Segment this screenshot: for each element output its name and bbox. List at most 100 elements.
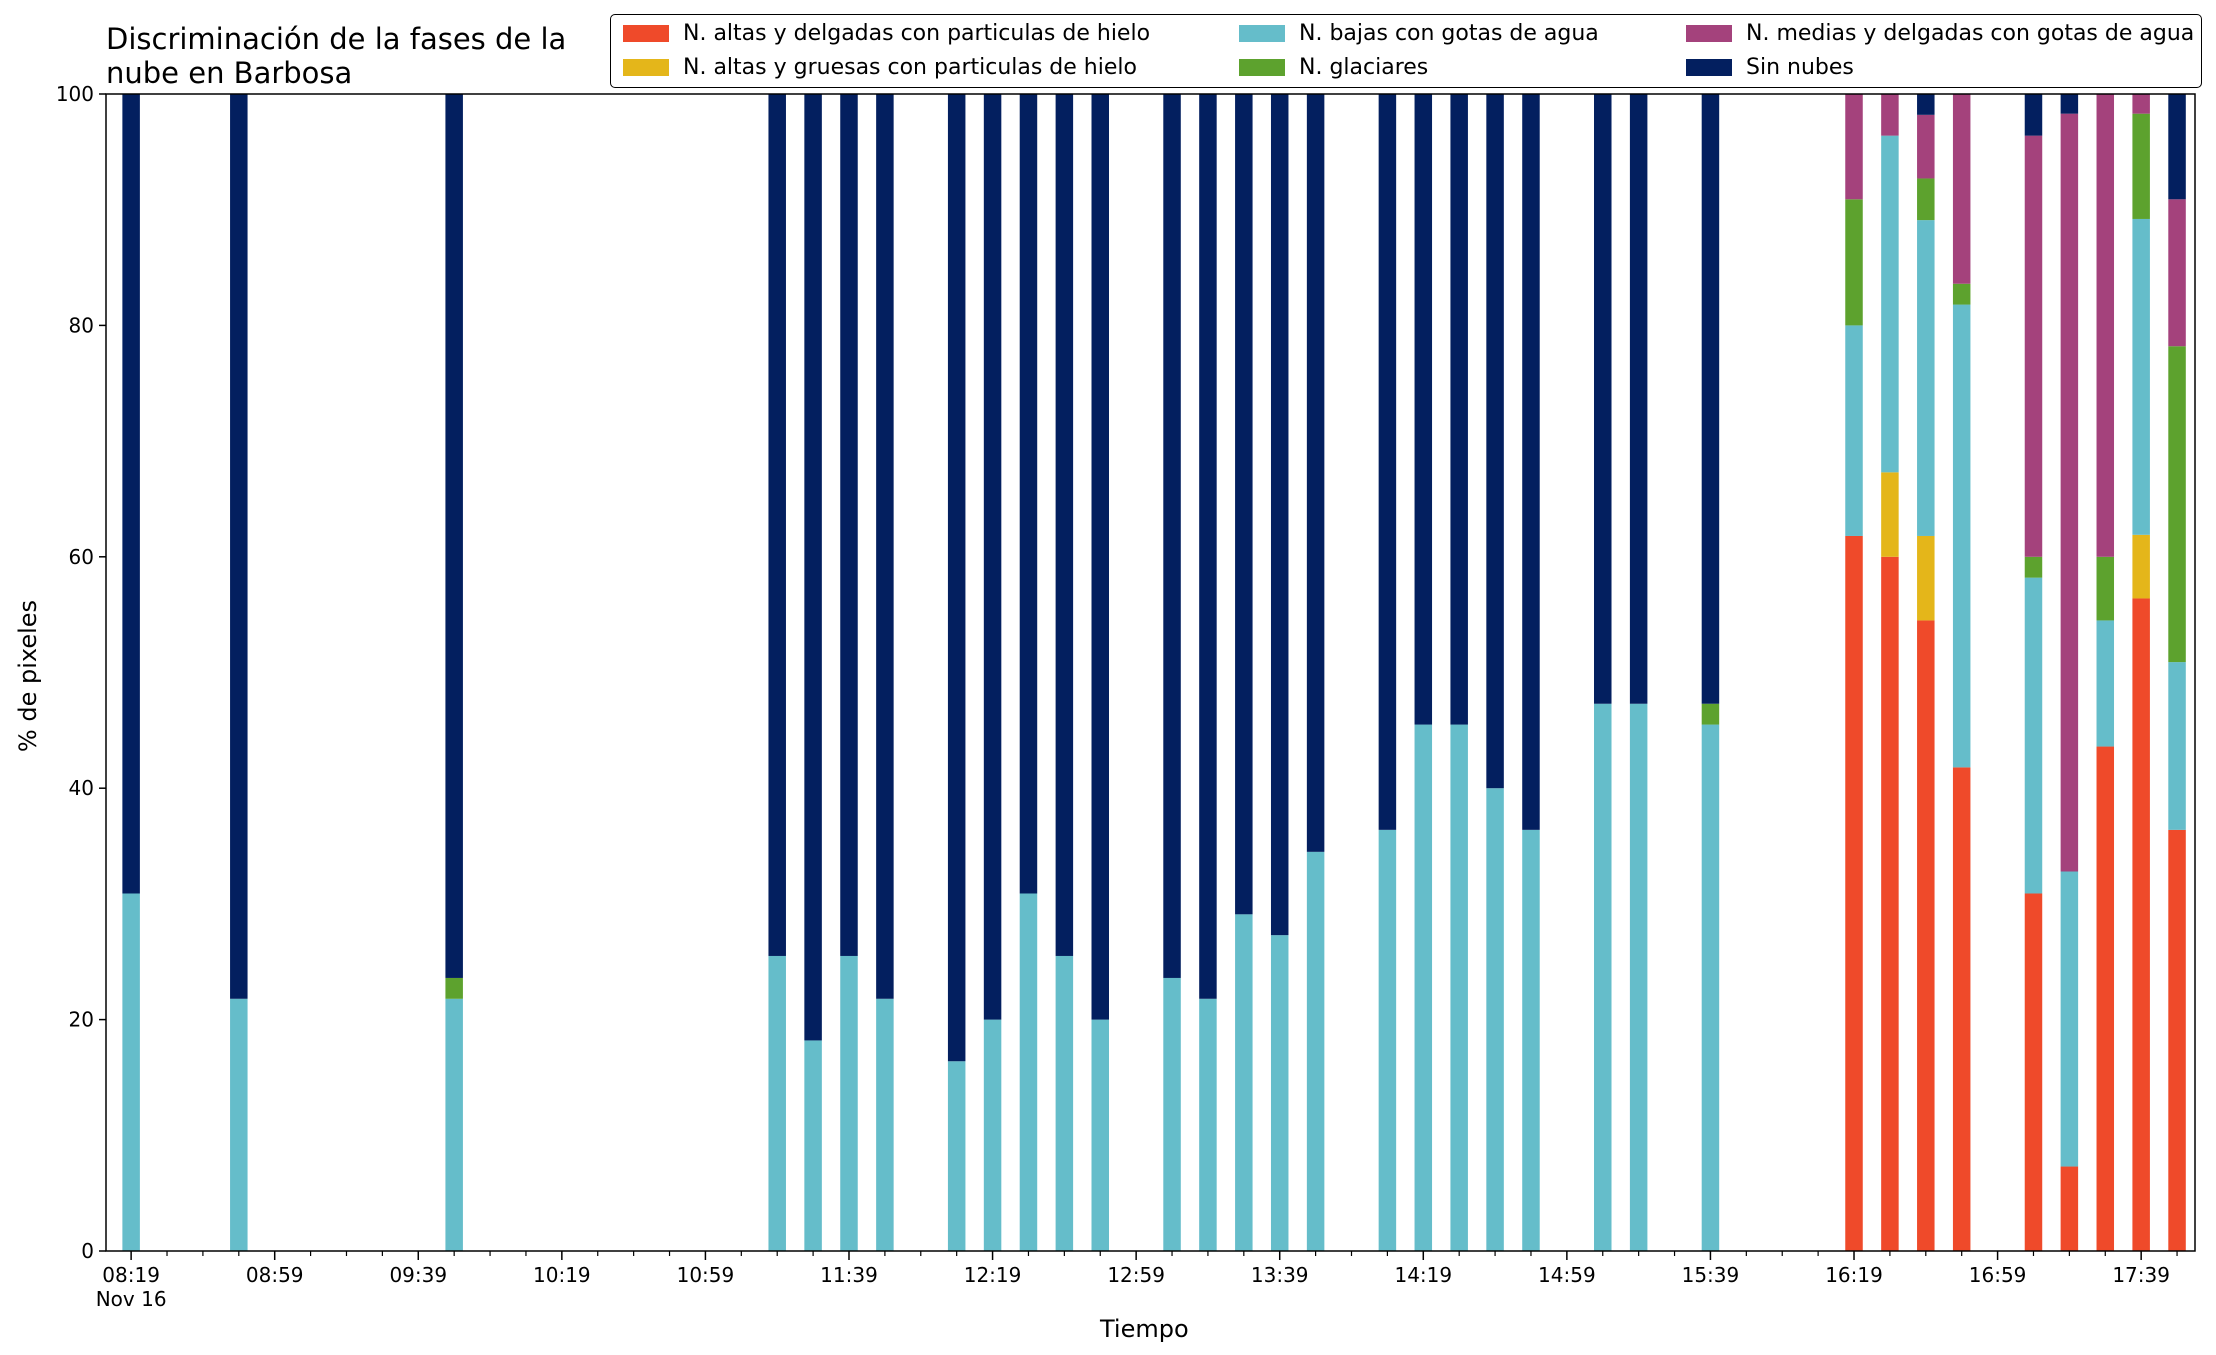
bar-segment <box>1163 94 1181 978</box>
x-tick-label: 16:59 <box>1969 1263 2027 1287</box>
bar-segment <box>2096 746 2115 1251</box>
y-tick-label: 40 <box>69 776 94 800</box>
bar-segment <box>1952 94 1971 284</box>
bar-segment <box>1701 703 1720 725</box>
x-tick-label: 08:19 <box>102 1263 160 1287</box>
y-tick-label: 60 <box>69 545 94 569</box>
bar-segment <box>1701 724 1720 1251</box>
legend-label: N. bajas con gotas de agua <box>1299 21 1599 46</box>
bar-segment <box>1522 829 1540 1251</box>
bar-segment <box>1917 94 1935 115</box>
bar-segment <box>840 94 858 956</box>
plot-frame <box>105 93 2196 1252</box>
bar-segment <box>1917 535 1935 621</box>
x-tick-label: 11:39 <box>820 1263 878 1287</box>
bar-segment <box>1414 724 1433 1251</box>
bar-segment <box>1845 199 1863 326</box>
bar-segment <box>1594 94 1612 704</box>
legend-item-sin-nubes: Sin nubes <box>1686 55 1854 80</box>
legend-swatch <box>1686 25 1732 42</box>
x-axis-label: Tiempo <box>1100 1315 1189 1343</box>
y-axis-label: % de pixeles <box>14 599 42 753</box>
bar-segment <box>1450 94 1468 725</box>
bar-segment <box>1917 114 1935 179</box>
bar-segment <box>2132 94 2150 114</box>
bar-segment <box>1845 94 1863 200</box>
legend-label: N. altas y gruesas con particulas de hie… <box>683 55 1137 80</box>
bar-segment <box>445 94 463 978</box>
x-tick-label: 14:59 <box>1538 1263 1596 1287</box>
bar-segment <box>2168 662 2186 830</box>
legend-item-medias-delgadas: N. medias y delgadas con gotas de agua <box>1686 21 2194 46</box>
bars-layer <box>122 94 2186 1251</box>
bar-segment <box>1306 851 1325 1251</box>
legend-swatch <box>1239 25 1285 42</box>
bar-segment <box>1845 535 1863 1251</box>
bar-segment <box>230 998 248 1251</box>
legend-item-glaciares: N. glaciares <box>1239 55 1428 80</box>
x-tick-label: 12:59 <box>1107 1263 1165 1287</box>
bar-segment <box>1594 703 1612 1251</box>
bar-segment <box>1414 94 1433 725</box>
bar-segment <box>1019 94 1038 894</box>
bar-segment <box>1845 325 1863 536</box>
bar-segment <box>1055 955 1074 1251</box>
bar-segment <box>2132 534 2150 599</box>
bar-segment <box>2168 199 2186 347</box>
bar-segment <box>1450 724 1468 1251</box>
bar-segment <box>840 955 858 1251</box>
bar-segment <box>768 94 786 956</box>
x-tick-label: 10:59 <box>677 1263 735 1287</box>
bar-segment <box>2060 113 2079 872</box>
chart-title-line-1: Discriminación de la fases de la <box>106 22 567 56</box>
bar-segment <box>445 977 463 999</box>
bar-segment <box>2060 94 2079 114</box>
legend-item-altas-delgadas: N. altas y delgadas con particulas de hi… <box>623 21 1150 46</box>
bar-segment <box>1952 283 1971 305</box>
bar-segment <box>1091 94 1109 1020</box>
y-tick-label: 80 <box>69 313 94 337</box>
bar-segment <box>876 998 894 1251</box>
bar-segment <box>1629 703 1648 1251</box>
bar-segment <box>1952 767 1971 1251</box>
bar-segment <box>1270 935 1289 1251</box>
bar-segment <box>2132 113 2150 219</box>
bar-segment <box>1522 94 1540 830</box>
bar-segment <box>1163 977 1181 1251</box>
bar-segment <box>2060 1166 2079 1251</box>
legend-swatch <box>623 25 669 42</box>
bar-segment <box>1306 94 1325 852</box>
bar-segment <box>2132 598 2150 1251</box>
bar-segment <box>2060 871 2079 1167</box>
bar-segment <box>1486 788 1504 1251</box>
bar-segment <box>1019 893 1038 1251</box>
legend: N. altas y delgadas con particulas de hi… <box>610 14 2202 88</box>
bar-segment <box>1486 94 1504 789</box>
bar-segment <box>804 1040 822 1251</box>
bar-segment <box>2024 577 2043 894</box>
bar-segment <box>876 94 894 999</box>
y-axis: 0 20 40 60 80 100 <box>56 82 106 1263</box>
bar-segment <box>1881 135 1899 473</box>
bar-segment <box>230 94 248 999</box>
bar-segment <box>1881 94 1899 136</box>
y-tick-label: 100 <box>56 82 94 106</box>
bar-segment <box>2096 620 2115 747</box>
bar-segment <box>445 998 463 1251</box>
bar-segment <box>1091 1019 1109 1251</box>
x-tick-label: 08:59 <box>246 1263 304 1287</box>
legend-swatch <box>1239 59 1285 76</box>
bar-segment <box>1199 94 1217 999</box>
legend-label: N. medias y delgadas con gotas de agua <box>1746 21 2195 46</box>
bar-segment <box>2168 346 2186 663</box>
legend-label: Sin nubes <box>1746 55 1854 80</box>
chart-title-line-2: nube en Barbosa <box>106 56 353 90</box>
x-tick-label: 09:39 <box>389 1263 447 1287</box>
x-tick-label: 15:39 <box>1682 1263 1740 1287</box>
bar-segment <box>1917 178 1935 221</box>
bar-segment <box>947 1061 966 1251</box>
bar-segment <box>983 1019 1002 1251</box>
bar-segment <box>2096 94 2115 557</box>
